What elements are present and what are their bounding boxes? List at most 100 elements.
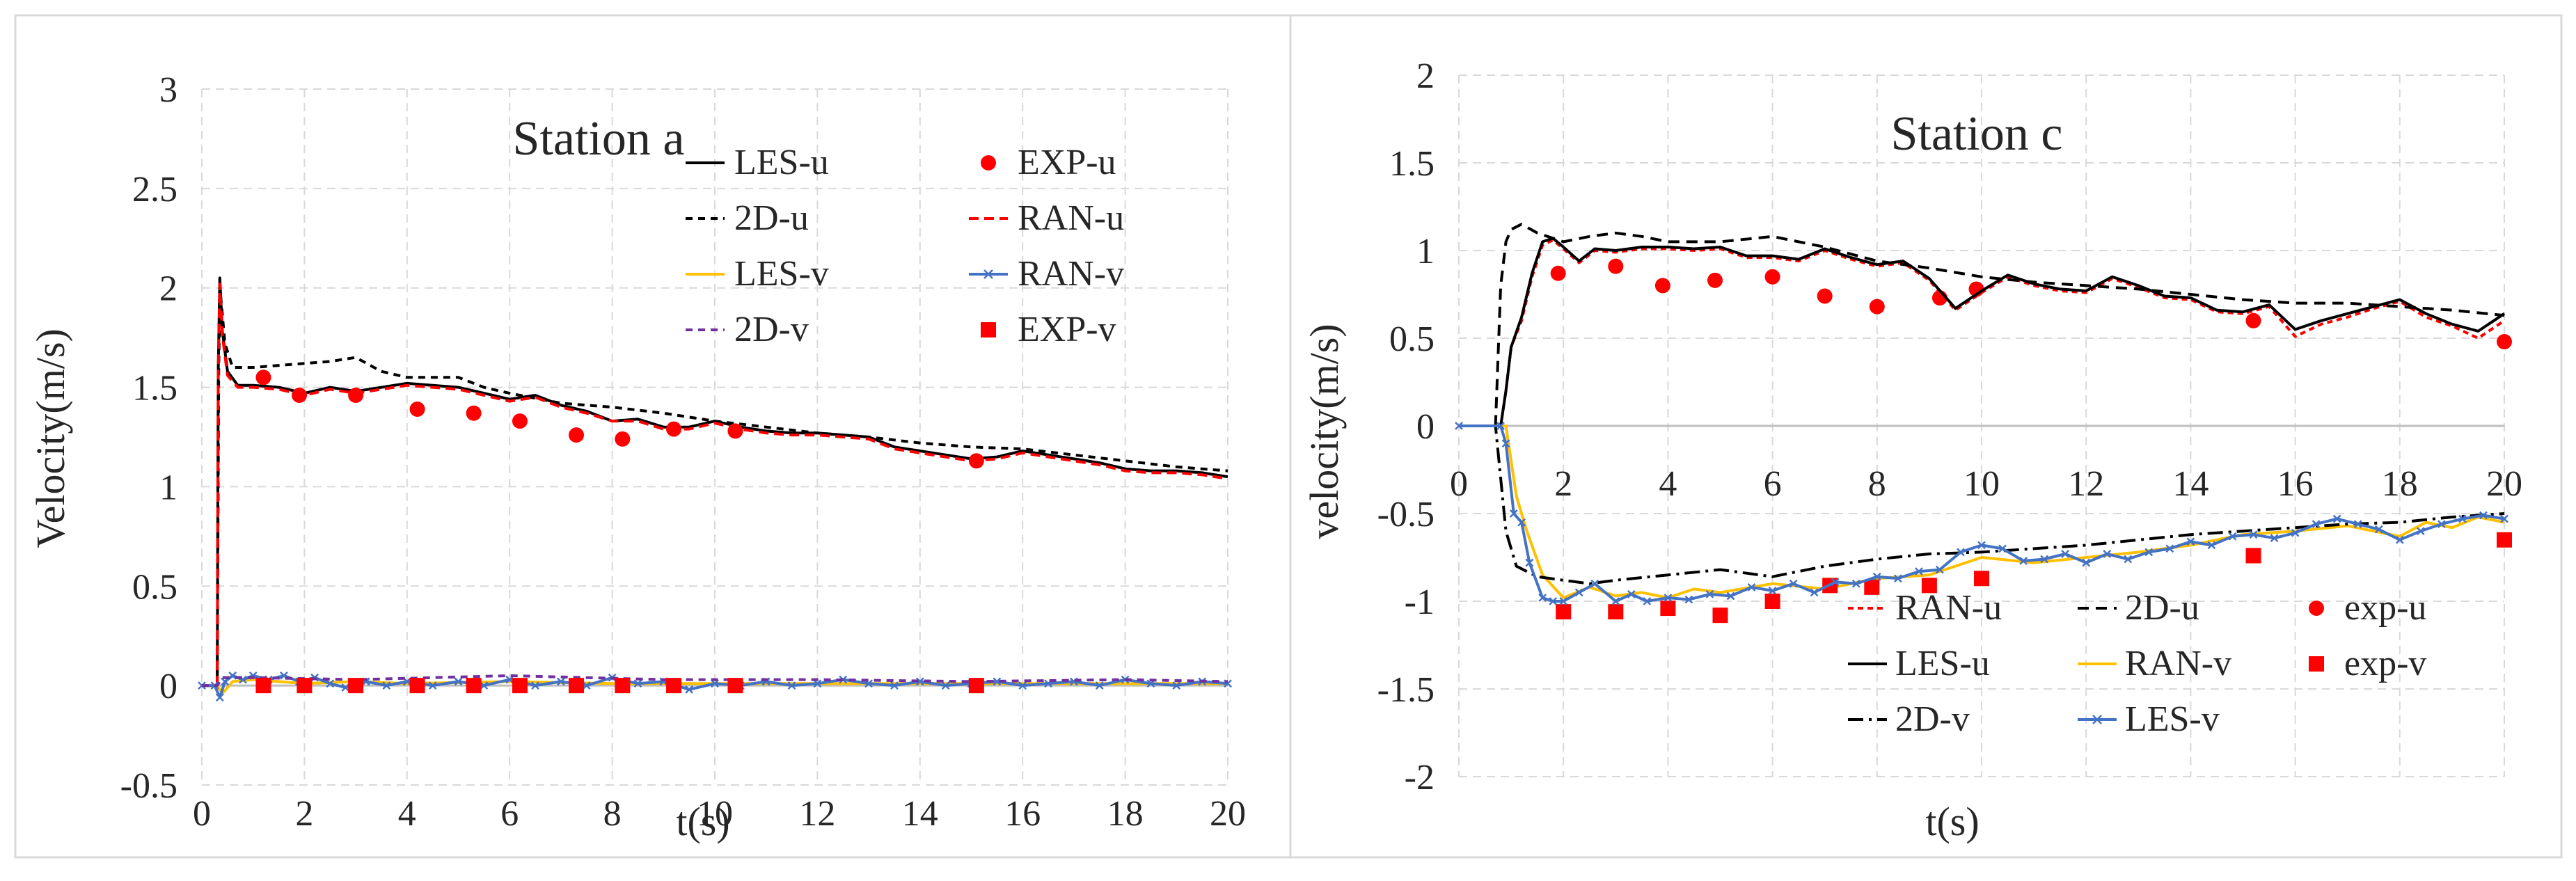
chart-a-point-exp-v	[569, 678, 585, 694]
chart-c-point-les-v	[2186, 537, 2195, 546]
chart-c-legend-item-les-u: LES-u	[1848, 644, 1990, 683]
chart-c-point-les-v	[1455, 422, 1463, 430]
chart-a-point-exp-u	[466, 405, 482, 421]
chart-c-point-exp-u	[1550, 265, 1566, 281]
chart-c-point-les-v	[1664, 594, 1673, 602]
chart-station-a: 0 2 4 6 8 10 12 14 16 18 20 -0.5 0 0.5 1 1.5 2 2.5 3 Stati…	[28, 70, 1246, 844]
chart-c-legend-label: exp-u	[2344, 588, 2426, 628]
chart-c-point-les-v	[1559, 597, 1568, 605]
chart-a-point-ran-v	[228, 671, 237, 680]
chart-c-point-exp-v	[1864, 579, 1880, 595]
chart-c-legend-item-2d-v: 2D-v	[1848, 699, 1970, 739]
chart-a-legend-label: RAN-v	[1018, 254, 1124, 294]
chart-c-point-les-v	[1936, 565, 1944, 574]
chart-a-xtick-label: 18	[1107, 794, 1144, 834]
chart-c-point-les-v	[2040, 555, 2049, 564]
chart-station-c: 0 2 4 6 8 10 12 14 16 18 20 -2 -1.5 -1 -0.5 0 0.5 1 1.5 2 S…	[1302, 56, 2522, 844]
chart-c-series-2d-v	[1459, 424, 2505, 585]
chart-c-point-exp-u	[1764, 269, 1780, 285]
chart-c-point-les-v	[1611, 597, 1620, 605]
chart-a-frame	[14, 14, 1292, 859]
chart-a-legend-swatch	[981, 322, 996, 338]
chart-a-legend-label: EXP-u	[1018, 143, 1116, 182]
chart-c-ytick-label: -2	[1405, 758, 1435, 797]
chart-c-point-les-v	[1747, 582, 1756, 592]
chart-c-xtick-label: 10	[1963, 464, 2000, 504]
chart-a-point-exp-v	[727, 678, 743, 694]
chart-c-ytick-label: -1.5	[1377, 670, 1435, 710]
chart-c-legend-label: RAN-v	[2125, 644, 2231, 683]
chart-c-point-exp-u	[1608, 258, 1624, 274]
chart-c-ylabel: velocity(m/s)	[1302, 324, 1347, 539]
chart-a-series-2d-u	[202, 290, 1228, 688]
chart-c-legend-item-ran-v: RAN-v	[2078, 644, 2231, 683]
chart-c-point-les-v	[2144, 548, 2154, 557]
chart-c-legend-item-2d-u: 2D-u	[2078, 588, 2199, 628]
chart-c-point-exp-u	[2245, 312, 2261, 328]
chart-a-ytick-label: 1.5	[132, 369, 177, 408]
chart-c-point-exp-v	[2497, 532, 2512, 548]
chart-c-ytick-label: 1.5	[1389, 144, 1435, 184]
chart-a-point-ran-v	[787, 681, 796, 690]
chart-c-point-les-v	[1914, 567, 1923, 576]
chart-c-xtick-label: 0	[1450, 464, 1468, 504]
chart-c-xlabel: t(s)	[1925, 799, 1979, 844]
chart-c-ytick-label: 0	[1416, 407, 1435, 447]
chart-c-legend-label: RAN-u	[1895, 588, 2002, 628]
chart-a-point-exp-u	[615, 431, 631, 447]
chart-c-legend-swatch	[2309, 656, 2324, 672]
chart-c-title: Station c	[1891, 107, 2063, 161]
chart-a-title: Station a	[513, 112, 685, 166]
chart-c-legend-label: 2D-u	[2125, 588, 2199, 628]
chart-a-point-exp-u	[409, 402, 425, 417]
chart-c-point-les-v	[2249, 530, 2258, 539]
chart-a-point-exp-u	[255, 370, 271, 386]
chart-c-point-les-v	[2395, 535, 2404, 544]
chart-c-ytick-label: -0.5	[1377, 495, 1435, 534]
chart-a-point-ran-v	[326, 679, 335, 688]
chart-c-xtick-label: 14	[2172, 464, 2208, 504]
chart-c-point-exp-u	[1817, 288, 1833, 304]
chart-c-point-les-v	[1509, 509, 1518, 518]
chart-c-point-les-v	[2124, 555, 2133, 564]
chart-c-legend-item-ran-u: RAN-u	[1848, 588, 2002, 628]
chart-a-point-exp-u	[569, 427, 585, 443]
chart-a-legend-swatch	[981, 155, 996, 170]
chart-c-series-2d-u	[1459, 223, 2505, 427]
chart-c-point-les-v	[1831, 578, 1840, 587]
chart-c-point-exp-u	[2497, 334, 2512, 350]
chart-a-point-ran-v	[915, 677, 924, 686]
chart-c-point-les-v	[1517, 518, 1526, 527]
chart-a-point-ran-v	[428, 681, 437, 690]
chart-c-legend-label: exp-v	[2344, 644, 2426, 683]
chart-a-xtick-label: 14	[902, 794, 938, 834]
chart-a-legend-item-ran-v: RAN-v	[969, 254, 1124, 294]
chart-c-legend-item-exp-v: exp-v	[2309, 644, 2426, 683]
chart-a-point-exp-v	[512, 678, 528, 694]
chart-c-point-exp-u	[1869, 299, 1885, 315]
chart-c-point-exp-v	[1608, 604, 1624, 620]
chart-a-ytick-label: 2	[159, 269, 177, 309]
chart-a-ylabel: Velocity(m/s)	[28, 328, 73, 548]
chart-a-legend-item-les-v: LES-v	[686, 254, 829, 294]
chart-c-point-les-v	[2165, 544, 2174, 553]
chart-c-ytick-label: 1	[1416, 232, 1435, 271]
chart-a-point-ran-v	[685, 685, 694, 694]
chart-c-series-les-u	[1459, 237, 2506, 427]
chart-a-ytick-label: -0.5	[120, 766, 177, 806]
chart-c-point-les-v	[2374, 525, 2383, 534]
chart-a-point-exp-v	[968, 678, 984, 694]
chart-c-point-les-v	[1627, 590, 1636, 598]
chart-c-legend-label: LES-u	[1895, 644, 1990, 683]
chart-a-point-ran-v	[941, 681, 950, 690]
chart-c-point-les-v	[1684, 595, 1693, 604]
chart-a-legend-label: LES-v	[734, 254, 829, 294]
chart-c-legend-label: LES-v	[2125, 699, 2220, 739]
chart-c-point-les-v	[1789, 579, 1798, 588]
chart-c-point-les-v	[2291, 528, 2300, 537]
chart-c-frame	[1289, 14, 2563, 859]
chart-c-point-les-v	[2061, 550, 2070, 558]
chart-c-point-les-v	[1574, 588, 1583, 597]
chart-a-point-exp-v	[615, 678, 631, 694]
